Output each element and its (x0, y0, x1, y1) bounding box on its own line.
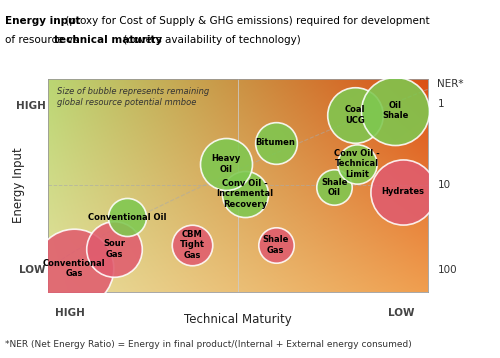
Text: HIGH: HIGH (16, 101, 46, 111)
Text: CBM
Tight
Gas: CBM Tight Gas (180, 230, 204, 260)
Text: Energy input: Energy input (5, 16, 80, 26)
Text: Shale
Oil: Shale Oil (321, 178, 347, 197)
Text: Hydrates: Hydrates (382, 187, 424, 196)
Text: Coal
UCG: Coal UCG (345, 105, 366, 125)
Point (241, 191, 249, 197)
Text: Conventional
Gas: Conventional Gas (43, 258, 106, 278)
Text: Energy Input: Energy Input (12, 147, 26, 223)
Text: Bitumen: Bitumen (256, 138, 296, 147)
Text: HIGH: HIGH (56, 308, 85, 318)
Point (70, 266, 78, 271)
Point (272, 140, 280, 145)
Text: (proxy for Cost of Supply & GHG emissions) required for development: (proxy for Cost of Supply & GHG emission… (62, 16, 429, 26)
Point (352, 112, 360, 118)
Text: Conv Oil -
Technical
Limit: Conv Oil - Technical Limit (334, 149, 380, 179)
Point (222, 161, 230, 167)
Point (272, 242, 280, 248)
Point (391, 108, 399, 113)
Point (330, 184, 338, 190)
Text: 100: 100 (438, 266, 457, 275)
Point (124, 214, 132, 220)
Text: Sour
Gas: Sour Gas (103, 240, 125, 259)
Text: Conventional Oil: Conventional Oil (88, 213, 166, 222)
Point (110, 246, 118, 252)
Text: technical maturity: technical maturity (54, 35, 162, 45)
Text: Oil
Shale: Oil Shale (382, 101, 408, 120)
Text: Conv Oil -
Incremental
Recovery: Conv Oil - Incremental Recovery (216, 179, 274, 209)
Text: Size of bubble represents remaining
global resource potential mmboe: Size of bubble represents remaining glob… (57, 87, 209, 107)
Text: Technical Maturity: Technical Maturity (184, 313, 292, 326)
Text: 1: 1 (438, 99, 444, 109)
Text: (covers availability of technology): (covers availability of technology) (120, 35, 301, 45)
Point (353, 161, 361, 167)
Point (399, 189, 407, 194)
Point (188, 242, 196, 248)
Text: *NER (Net Energy Ratio) = Energy in final product/(Internal + External energy co: *NER (Net Energy Ratio) = Energy in fina… (5, 340, 412, 349)
Text: Heavy
Oil: Heavy Oil (212, 154, 240, 174)
Text: NER*: NER* (438, 79, 464, 89)
Text: LOW: LOW (19, 266, 46, 275)
Text: 10: 10 (438, 180, 450, 190)
Text: LOW: LOW (388, 308, 414, 318)
Text: Shale
Gas: Shale Gas (262, 235, 288, 255)
Text: of resource vs: of resource vs (5, 35, 82, 45)
